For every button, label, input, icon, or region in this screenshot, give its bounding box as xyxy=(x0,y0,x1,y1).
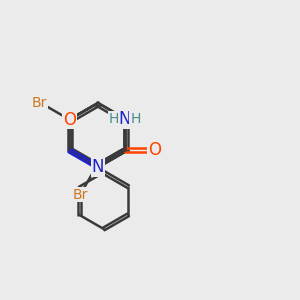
Text: Br: Br xyxy=(73,188,88,202)
Text: N: N xyxy=(118,110,131,128)
Text: Br: Br xyxy=(32,96,47,110)
Text: H: H xyxy=(130,112,140,126)
Text: O: O xyxy=(148,141,161,159)
Text: O: O xyxy=(63,110,76,128)
Text: H: H xyxy=(109,112,119,126)
Text: N: N xyxy=(92,158,104,176)
